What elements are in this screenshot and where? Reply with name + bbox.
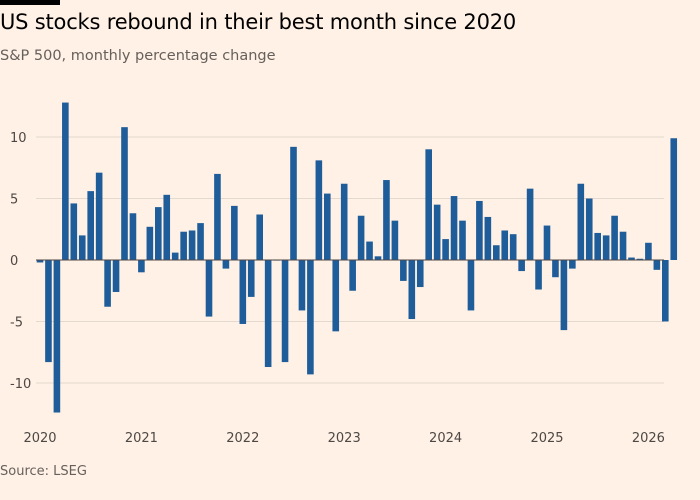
bar-2020-02 [45, 260, 52, 363]
bar-2020-09 [104, 260, 111, 307]
x-tick-label: 2023 [328, 431, 361, 446]
bar-2024-05 [476, 200, 483, 260]
bar-2021-12 [231, 205, 238, 260]
bars [36, 102, 678, 413]
bar-2022-04 [264, 260, 272, 368]
x-axis-labels: 2020 2021 2022 2023 2024 2025 2026 [23, 431, 664, 446]
bar-2023-05 [374, 256, 382, 260]
y-tick-label: 5 [10, 193, 18, 208]
bar-2023-07 [391, 220, 399, 260]
bar-2021-10 [214, 173, 221, 260]
bar-2022-11 [324, 193, 331, 260]
bar-2024-04 [467, 260, 475, 311]
x-tick-label: 2020 [23, 431, 56, 446]
bar-2025-08 [602, 235, 610, 260]
bar-2024-10 [518, 260, 525, 272]
bar-2021-04 [163, 194, 171, 260]
bar-2023-04 [366, 241, 373, 260]
bar-2023-10 [416, 260, 424, 288]
bar-2021-07 [188, 230, 196, 260]
bar-2022-07 [290, 146, 297, 260]
bar-2021-06 [180, 231, 187, 260]
y-axis-labels: 10 5 0 -5 -10 [10, 131, 31, 392]
bar-2025-03 [560, 260, 568, 331]
bar-2020-03 [53, 260, 61, 413]
x-tick-label: 2025 [530, 431, 563, 446]
bar-2025-11 [628, 257, 635, 260]
bar-2020-12 [129, 213, 137, 260]
bar-2023-06 [383, 180, 390, 260]
bar-2022-08 [298, 260, 306, 311]
x-tick-label: 2022 [226, 431, 259, 446]
bar-2024-03 [459, 220, 466, 260]
bar-2024-11 [526, 188, 534, 260]
bar-2025-12 [636, 258, 644, 260]
bar-2020-01 [36, 260, 44, 263]
bar-2026-01 [645, 242, 652, 260]
bar-2024-08 [501, 230, 509, 260]
bar-2020-05 [70, 203, 78, 260]
source-note: Source: LSEG [0, 464, 87, 479]
bar-2023-01 [340, 183, 348, 260]
bar-2020-04 [62, 102, 69, 260]
bar-2025-01 [543, 225, 551, 260]
bar-2026-02 [653, 260, 661, 270]
bar-2025-05 [577, 183, 585, 260]
chart-subtitle: S&P 500, monthly percentage change [0, 48, 276, 64]
x-tick-label: 2026 [632, 431, 665, 446]
bar-2022-12 [332, 260, 340, 332]
x-tick-label: 2021 [125, 431, 158, 446]
bar-2023-02 [349, 260, 356, 291]
gridlines [36, 136, 664, 384]
bar-2022-09 [307, 260, 314, 375]
header-rule [0, 0, 60, 5]
bar-2023-12 [433, 204, 441, 260]
bar-2025-06 [585, 198, 593, 260]
chart-title: US stocks rebound in their best month si… [0, 10, 517, 34]
bar-2025-09 [611, 215, 618, 260]
bar-2024-02 [450, 196, 458, 260]
bar-2022-10 [315, 160, 323, 260]
y-tick-label: 0 [10, 254, 18, 269]
bar-2022-01 [239, 260, 247, 324]
bar-2023-03 [357, 215, 365, 260]
bar-2021-01 [138, 260, 145, 273]
y-tick-label: 10 [10, 131, 27, 146]
bar-2020-10 [112, 260, 120, 292]
y-tick-label: -10 [10, 377, 31, 392]
bar-2024-06 [484, 216, 492, 260]
bar-2020-06 [78, 235, 86, 260]
bar-2023-09 [408, 260, 416, 320]
y-tick-label: -5 [10, 316, 23, 331]
bar-2021-09 [205, 260, 213, 317]
bar-2022-02 [247, 260, 255, 297]
bar-2025-04 [569, 260, 576, 269]
bar-2025-10 [619, 231, 627, 260]
bar-2024-01 [442, 239, 449, 260]
x-tick-label: 2024 [429, 431, 462, 446]
bar-2023-08 [400, 260, 407, 281]
bar-2024-07 [493, 245, 500, 260]
bar-2021-05 [171, 252, 179, 260]
bar-2024-09 [509, 234, 517, 260]
bar-2026-04 [670, 138, 678, 260]
bar-2024-12 [535, 260, 542, 290]
bar-2026-03 [662, 260, 669, 322]
bar-2020-08 [95, 172, 103, 260]
bar-2022-06 [281, 260, 289, 363]
bar-2020-11 [121, 127, 128, 260]
bar-2021-02 [146, 226, 154, 260]
bar-2023-11 [425, 149, 432, 260]
bar-2021-03 [155, 207, 162, 260]
bar-2021-08 [197, 223, 204, 260]
bar-2022-03 [256, 214, 263, 260]
bar-2020-07 [87, 191, 94, 260]
bar-2021-11 [222, 260, 230, 269]
bar-2025-07 [594, 232, 601, 260]
bar-2025-02 [552, 260, 559, 278]
